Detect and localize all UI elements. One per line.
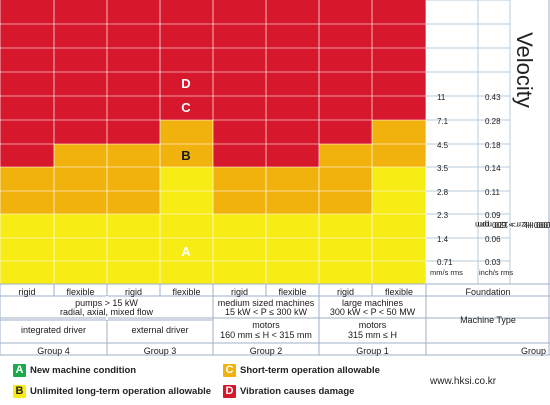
mm-level-2: 7.1 [437,117,449,126]
mm-level-7: 1.4 [437,235,449,244]
website-text: www.hksi.co.kr [430,376,497,387]
inch-level-1: 0.43 [485,93,501,102]
mm-unit-label: mm/s rms [430,268,463,277]
foundation-col6: flexible [278,287,307,297]
legend-a-text: New machine condition [30,365,137,376]
mm-level-8: 0.71 [437,258,453,267]
large-line1: large machines [341,298,404,308]
zone-d-col1 [0,0,54,167]
foundation-col1: rigid [18,287,36,297]
mm-level-5: 2.8 [437,188,449,197]
velocity-title: Velocity [512,32,537,108]
zone-c-label: C [181,100,191,115]
medium-line3: motors [252,320,280,330]
zone-b-label: B [181,148,190,163]
inch-unit-label: inch/s rms [479,268,513,277]
group-header: Group [520,346,546,356]
zone-b-col2 [54,214,107,284]
frequency-note: 10-1000 Hz r > 600 rpm2-1000 Hz r > 120 … [474,220,550,230]
legend-d-box: D [222,384,237,399]
group-2: Group 2 [249,346,283,356]
zone-d-col4 [160,0,213,120]
large-line3: motors [358,320,387,330]
pumps-line1: pumps > 15 kW [75,298,138,308]
large-line4: 315 mm ≤ H [348,330,397,340]
foundation-col2: flexible [66,287,95,297]
inch-level-6: 0.09 [485,211,501,220]
medium-line1: medium sized machines [217,298,315,308]
legend-b-box: B [12,384,27,399]
inch-level-5: 0.11 [485,188,501,197]
zone-b-col3 [107,214,160,284]
zone-c-col2 [54,144,107,214]
mm-level-6: 2.3 [437,211,449,220]
foundation-col4: flexible [172,287,201,297]
inch-level-4: 0.14 [485,164,501,173]
large-line2: 300 kW < P < 50 MW [329,307,416,317]
zone-d-col6 [266,0,319,167]
zone-a-label: A [181,244,191,259]
legend-c-text: Short-term operation allowable [240,365,380,376]
legend-d-text: Vibration causes damage [240,386,355,397]
zone-d-col5 [213,0,266,167]
legend-b-text: Unlimited long-term operation allowable [30,386,212,397]
zone-c-col3 [107,144,160,214]
legend-a-box: A [12,363,27,378]
external-driver: external driver [131,325,189,335]
group-4: Group 4 [37,346,70,356]
zone-b-col1 [0,214,54,284]
zone-d-col8 [372,0,426,120]
pumps-line2: radial, axial, mixed flow [59,307,154,317]
foundation-col5: rigid [230,287,248,297]
mm-level-1: 11 [437,93,446,102]
zone-d-label: D [181,76,190,91]
foundation-col8: flexible [384,287,413,297]
foundation-col3: rigid [124,287,142,297]
inch-level-8: 0.03 [485,258,501,267]
machine-type-header: Machine Type [460,315,516,325]
group-3: Group 3 [143,346,177,356]
medium-line4: 160 mm ≤ H < 315 mm [220,330,312,340]
zone-b-col6 [266,214,319,284]
zone-b-col4 [160,167,213,284]
foundation-col7: rigid [336,287,354,297]
zone-b-col5 [213,214,266,284]
zone-b-col7 [319,214,372,284]
inch-level-3: 0.18 [485,141,501,150]
mm-level-4: 3.5 [437,164,449,173]
integrated-driver: integrated driver [20,325,87,335]
inch-level-7: 0.06 [485,235,501,244]
zone-c-col7 [319,144,372,214]
medium-line2: 15 kW < P ≤ 300 kW [224,307,308,317]
group-1: Group 1 [356,346,389,356]
mm-level-3: 4.5 [437,141,449,150]
legend-c-box: C [222,363,237,378]
foundation-header: Foundation [465,287,511,297]
inch-level-2: 0.28 [485,117,501,126]
zone-b-col8 [372,167,426,284]
